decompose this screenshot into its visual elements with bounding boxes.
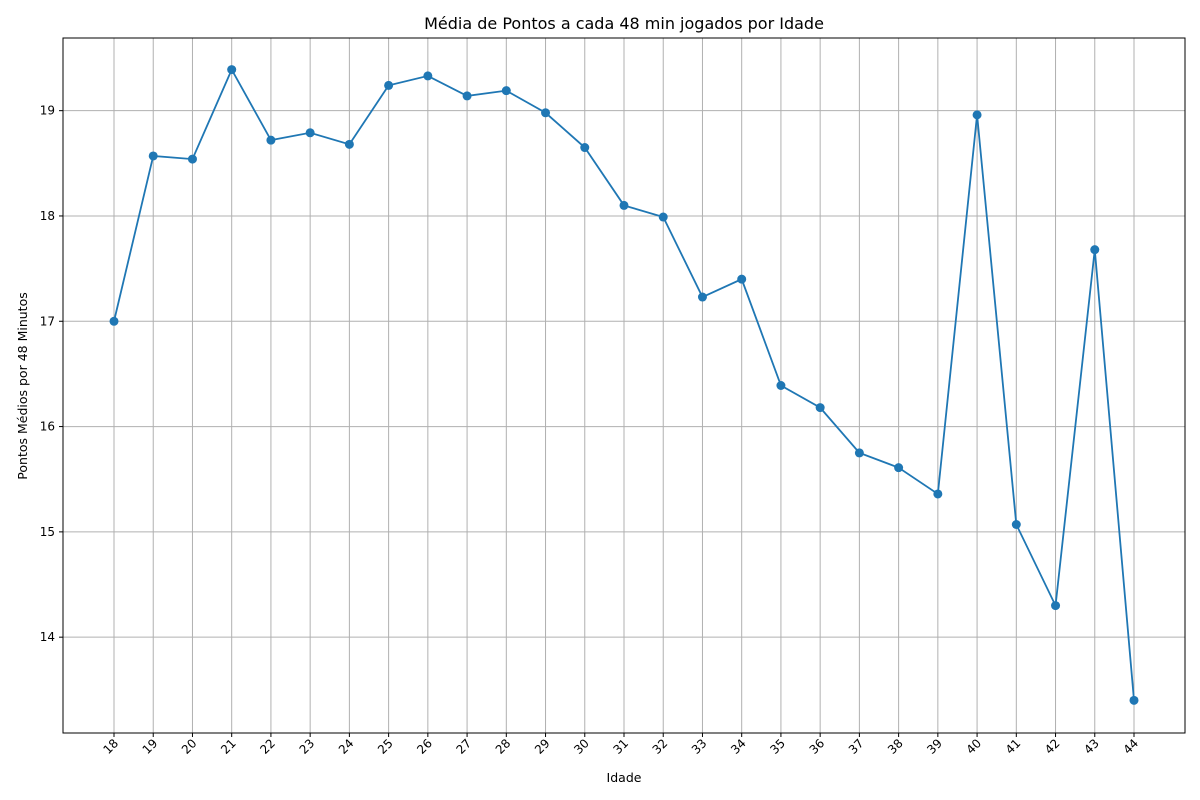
x-tick-label: 37 xyxy=(846,736,867,757)
x-tick-label: 33 xyxy=(689,736,710,757)
x-tick-label: 26 xyxy=(414,736,435,757)
y-tick-label: 18 xyxy=(40,209,55,223)
x-tick-label: 19 xyxy=(140,736,161,757)
x-tick-label: 40 xyxy=(963,736,984,757)
data-point xyxy=(148,151,158,161)
chart-title: Média de Pontos a cada 48 min jogados po… xyxy=(424,14,824,33)
x-tick-label: 38 xyxy=(885,736,906,757)
x-tick-label: 27 xyxy=(453,736,474,757)
data-point xyxy=(894,463,904,473)
y-tick-label: 15 xyxy=(40,525,55,539)
x-tick-label: 42 xyxy=(1042,736,1063,757)
data-point xyxy=(501,86,511,96)
y-tick-label: 16 xyxy=(40,420,55,434)
data-point xyxy=(580,143,590,153)
x-axis-label: Idade xyxy=(607,770,642,785)
grid xyxy=(63,38,1185,733)
data-point xyxy=(1090,245,1100,255)
data-point xyxy=(1011,520,1021,529)
data-point xyxy=(1051,601,1061,611)
x-tick-label: 43 xyxy=(1081,736,1102,757)
x-tick-label: 36 xyxy=(807,736,828,757)
x-tick-label: 32 xyxy=(650,736,671,757)
y-tick-label: 19 xyxy=(40,104,55,118)
x-tick-label: 23 xyxy=(297,736,318,757)
y-tick-label: 17 xyxy=(40,314,55,328)
x-tick-label: 44 xyxy=(1120,736,1141,757)
y-tick-label: 14 xyxy=(40,630,55,644)
x-tick-label: 25 xyxy=(375,736,396,757)
data-point xyxy=(462,91,472,101)
x-tick-label: 18 xyxy=(100,736,121,757)
series xyxy=(109,65,1139,705)
x-tick-label: 20 xyxy=(179,736,200,757)
data-point xyxy=(266,135,276,145)
data-point xyxy=(1129,695,1139,705)
data-point xyxy=(109,316,119,326)
x-tick-label: 39 xyxy=(924,736,945,757)
x-tick-label: 21 xyxy=(218,736,239,757)
data-point xyxy=(187,154,197,164)
data-point xyxy=(737,274,747,284)
x-tick-label: 30 xyxy=(571,736,592,757)
x-tick-label: 22 xyxy=(257,736,278,757)
data-point xyxy=(384,80,394,90)
x-tick-label: 41 xyxy=(1003,736,1024,757)
x-tick-label: 31 xyxy=(610,736,631,757)
x-tick-label: 28 xyxy=(493,736,514,757)
data-point xyxy=(227,65,237,75)
x-tick-label: 24 xyxy=(336,736,357,757)
data-point xyxy=(815,403,825,413)
data-point xyxy=(697,292,707,302)
x-tick-label: 35 xyxy=(767,736,788,757)
data-point xyxy=(854,448,864,458)
x-tick-label: 34 xyxy=(728,736,749,757)
data-point xyxy=(619,200,629,210)
data-point xyxy=(344,139,354,149)
data-point xyxy=(776,381,786,390)
y-axis-label: Pontos Médios por 48 Minutos xyxy=(15,292,30,479)
data-point xyxy=(972,110,982,120)
axis-ticks: 18 19 20 21 22 23 24 25 26 27 28 29 30 31 32 33 34 35 36 37… xyxy=(40,104,1141,757)
data-point xyxy=(933,489,943,499)
data-point xyxy=(658,212,668,222)
data-point xyxy=(541,108,551,118)
data-point xyxy=(423,71,433,81)
data-point xyxy=(305,128,315,138)
x-tick-label: 29 xyxy=(532,736,553,757)
